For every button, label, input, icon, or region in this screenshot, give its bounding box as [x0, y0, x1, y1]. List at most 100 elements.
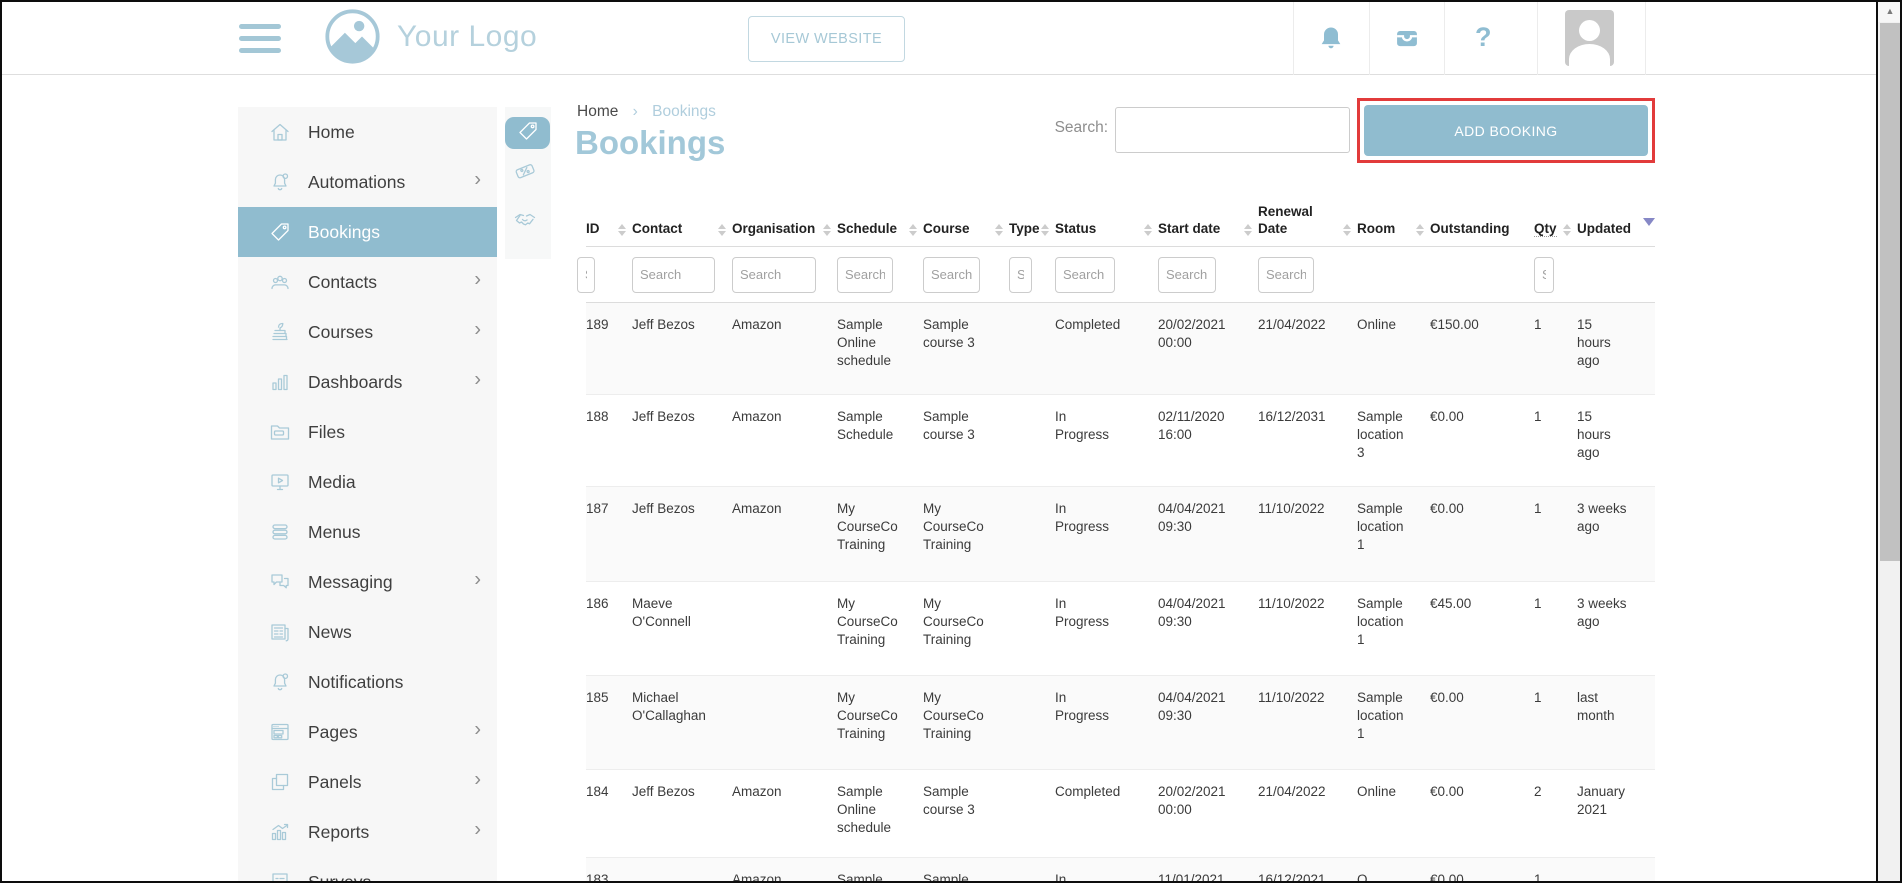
- cell-outstanding: €0.00: [1430, 872, 1464, 883]
- cell-schedule: Sample: [837, 872, 883, 883]
- scrollbar-thumb[interactable]: [1880, 23, 1900, 561]
- filter-input-renewal-date[interactable]: [1258, 256, 1314, 293]
- sidebar-item-panels[interactable]: Panels ›: [238, 757, 497, 807]
- logo[interactable]: Your Logo: [324, 8, 537, 65]
- sidebar-item-dashboards[interactable]: Dashboards ›: [238, 357, 497, 407]
- filter-input-id[interactable]: [577, 256, 595, 293]
- column-header-schedule[interactable]: Schedule: [837, 221, 923, 246]
- sidebar-item-pages[interactable]: Pages ›: [238, 707, 497, 757]
- cell-renewal-date: 11/10/2022: [1258, 690, 1325, 705]
- breadcrumb-home-link[interactable]: Home: [577, 103, 619, 120]
- view-website-button[interactable]: VIEW WEBSITE: [748, 16, 905, 62]
- column-header-type[interactable]: Type: [1009, 221, 1055, 246]
- annotation-highlight-box: ADD BOOKING: [1357, 98, 1655, 163]
- filter-input-start-date[interactable]: [1158, 256, 1216, 293]
- chevron-right-icon: ›: [474, 168, 481, 191]
- rail-item-bookings-selected[interactable]: [505, 117, 550, 149]
- sort-arrows-icon[interactable]: [1041, 224, 1049, 236]
- cell-updated: [1577, 858, 1655, 883]
- frame-border: [1876, 0, 1878, 883]
- booking-row-188[interactable]: 188 Jeff Bezos Amazon Sample Schedule Sample…: [586, 395, 1655, 487]
- filter-input-qty[interactable]: [1534, 256, 1554, 293]
- rail-item-discounts[interactable]: [513, 159, 541, 187]
- cell-schedule: Sample Schedule: [837, 409, 894, 442]
- sort-arrows-icon[interactable]: [618, 224, 626, 236]
- sort-arrows-icon[interactable]: [1416, 224, 1424, 236]
- notifications-bell-icon[interactable]: [1317, 24, 1345, 52]
- column-header-course[interactable]: Course: [923, 221, 1009, 246]
- inbox-icon[interactable]: [1393, 24, 1421, 52]
- column-header-organisation[interactable]: Organisation: [732, 221, 837, 246]
- booking-row-185[interactable]: 185 Michael O'Callaghan My CourseCo Traini…: [586, 676, 1655, 770]
- scrollbar-up-arrow-icon[interactable]: ▲: [1878, 0, 1902, 22]
- sort-arrows-icon[interactable]: [909, 224, 917, 236]
- sidebar-item-home[interactable]: Home: [238, 107, 497, 157]
- sidebar-item-courses[interactable]: Courses ›: [238, 307, 497, 357]
- cell-room: Sample location 3: [1357, 409, 1404, 460]
- column-header-status[interactable]: Status: [1055, 221, 1158, 246]
- filter-input-organisation[interactable]: [732, 256, 816, 293]
- sort-arrows-icon[interactable]: [995, 224, 1003, 236]
- filter-input-course[interactable]: [923, 256, 980, 293]
- filter-input-contact[interactable]: [632, 256, 715, 293]
- sort-arrows-icon[interactable]: [1144, 224, 1152, 236]
- column-header-contact[interactable]: Contact: [632, 221, 732, 246]
- column-label: Room: [1357, 221, 1396, 237]
- sort-arrows-icon[interactable]: [1563, 224, 1571, 236]
- add-booking-button[interactable]: ADD BOOKING: [1364, 105, 1648, 156]
- cell-id: 183: [586, 872, 609, 883]
- booking-row-187[interactable]: 187 Jeff Bezos Amazon My CourseCo Training M…: [586, 487, 1655, 582]
- sidebar-item-label: Reports: [308, 821, 370, 842]
- cell-qty: 1: [1534, 690, 1542, 705]
- sidebar-item-messaging[interactable]: Messaging ›: [238, 557, 497, 607]
- hamburger-menu-icon[interactable]: [239, 24, 281, 53]
- booking-row-184[interactable]: 184 Jeff Bezos Amazon Sample Online schedul…: [586, 770, 1655, 858]
- help-icon[interactable]: ?: [1475, 22, 1492, 52]
- sidebar-item-contacts[interactable]: Contacts ›: [238, 257, 497, 307]
- sidebar-item-bookings[interactable]: Bookings: [238, 207, 497, 257]
- search-input[interactable]: [1115, 107, 1350, 153]
- breadcrumb: Home › Bookings: [577, 103, 716, 121]
- sidebar-item-files[interactable]: Files: [238, 407, 497, 457]
- cell-organisation: Amazon: [732, 872, 782, 883]
- cell-status: Completed: [1055, 317, 1121, 332]
- sidebar-item-media[interactable]: Media: [238, 457, 497, 507]
- cell-room: Online: [1357, 784, 1397, 799]
- sort-arrows-icon[interactable]: [718, 224, 726, 236]
- column-label: Type: [1009, 221, 1040, 237]
- sidebar-item-surveys[interactable]: Surveys: [238, 857, 497, 883]
- media-icon: [268, 470, 292, 494]
- rail-item-deals[interactable]: [513, 207, 541, 235]
- filter-input-status[interactable]: [1055, 256, 1115, 293]
- vertical-scrollbar[interactable]: ▲: [1878, 0, 1902, 883]
- sidebar-item-news[interactable]: News: [238, 607, 497, 657]
- sort-arrows-icon[interactable]: [1343, 224, 1351, 236]
- column-header-start-date[interactable]: Start date: [1158, 221, 1258, 246]
- sidebar-item-label: Home: [308, 121, 355, 142]
- column-header-room[interactable]: Room: [1357, 221, 1430, 246]
- sidebar-item-automations[interactable]: Automations ›: [238, 157, 497, 207]
- filter-input-schedule[interactable]: [837, 256, 893, 293]
- column-header-id[interactable]: ID: [586, 221, 632, 246]
- column-header-qty[interactable]: Qty: [1534, 221, 1577, 246]
- table-filter-row: [577, 247, 1655, 303]
- bookings-table: ID Contact Organisation Schedule Course Type S…: [577, 195, 1655, 883]
- cell-contact: [632, 858, 732, 883]
- filter-input-type[interactable]: [1009, 256, 1032, 293]
- sidebar-item-notifications[interactable]: Notifications: [238, 657, 497, 707]
- booking-row-183[interactable]: 183 Amazon Sample Sample In 11/01/2021 16/12/2…: [586, 858, 1655, 883]
- sort-arrows-icon[interactable]: [823, 224, 831, 236]
- topbar-divider: [1537, 0, 1538, 75]
- user-avatar[interactable]: [1565, 10, 1614, 66]
- sidebar-item-reports[interactable]: Reports ›: [238, 807, 497, 857]
- booking-row-186[interactable]: 186 Maeve O'Connell My CourseCo Training My…: [586, 582, 1655, 676]
- cell-contact: Michael O'Callaghan: [632, 690, 706, 723]
- cell-organisation: [732, 582, 837, 675]
- sort-arrows-icon[interactable]: [1244, 224, 1252, 236]
- booking-row-189[interactable]: 189 Jeff Bezos Amazon Sample Online schedul…: [586, 303, 1655, 395]
- cell-type: [1009, 582, 1055, 675]
- column-header-renewal-date[interactable]: Renewal Date: [1258, 204, 1357, 246]
- column-label: Schedule: [837, 221, 898, 237]
- bookings-icon: [516, 119, 540, 148]
- sidebar-item-menus[interactable]: Menus: [238, 507, 497, 557]
